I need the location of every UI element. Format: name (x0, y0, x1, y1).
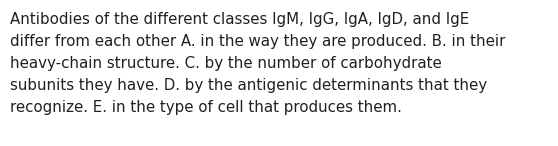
Text: differ from each other A. in the way they are produced. B. in their: differ from each other A. in the way the… (10, 34, 506, 49)
Text: recognize. E. in the type of cell that produces them.: recognize. E. in the type of cell that p… (10, 100, 402, 115)
Text: Antibodies of the different classes IgM, IgG, IgA, IgD, and IgE: Antibodies of the different classes IgM,… (10, 12, 469, 27)
Text: heavy-chain structure. C. by the number of carbohydrate: heavy-chain structure. C. by the number … (10, 56, 442, 71)
Text: subunits they have. D. by the antigenic determinants that they: subunits they have. D. by the antigenic … (10, 78, 487, 93)
